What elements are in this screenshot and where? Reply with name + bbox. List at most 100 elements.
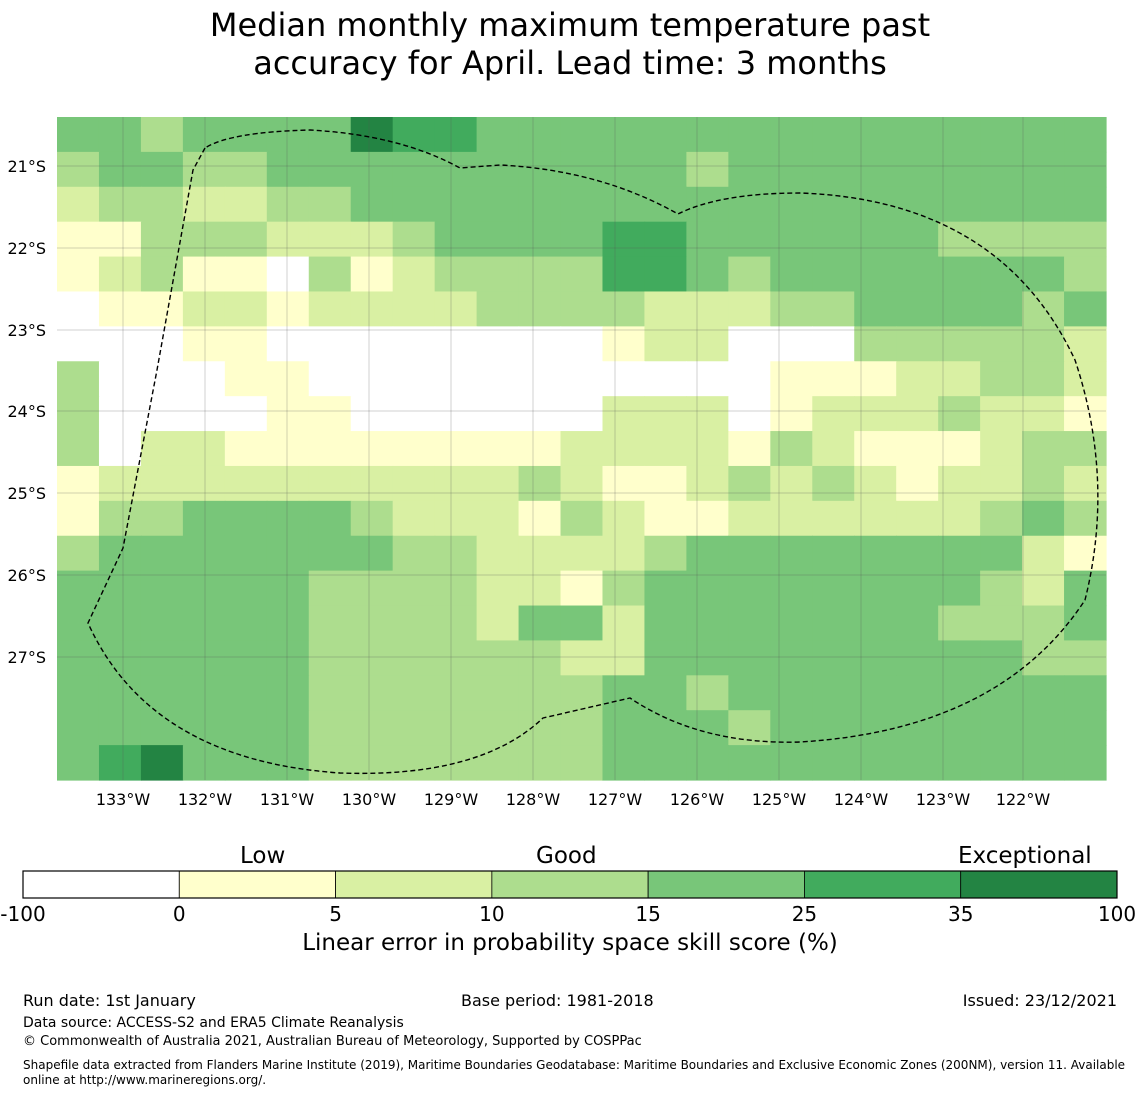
grid-cell: [644, 186, 687, 223]
grid-cell: [140, 431, 184, 467]
grid-cell: [770, 186, 813, 223]
grid-cell: [57, 361, 100, 397]
grid-cell: [98, 221, 142, 258]
grid-cell: [770, 605, 813, 642]
eez-boundary: [87, 129, 1099, 775]
grid-cell: [770, 291, 813, 327]
grid-cell: [980, 361, 1023, 397]
grid-cell: [434, 570, 478, 607]
grid-cell: [224, 535, 268, 572]
grid-cell: [140, 256, 184, 293]
grid-cell: [476, 256, 520, 293]
grid-cell: [896, 326, 939, 362]
longitude-label: 122°W: [996, 790, 1051, 809]
grid-cell: [686, 535, 729, 572]
grid-cell: [560, 256, 604, 293]
colorbar-segment: [960, 870, 1118, 899]
grid-cell: [98, 151, 142, 188]
grid-cell: [938, 186, 981, 223]
grid-cell: [266, 361, 310, 397]
grid-cell: [560, 221, 604, 258]
grid-cell: [602, 465, 646, 502]
grid-cell: [560, 361, 604, 397]
grid-cell: [602, 396, 646, 432]
longitude-label: 126°W: [670, 790, 725, 809]
grid-cell: [350, 535, 394, 572]
grid-cell: [224, 361, 268, 397]
grid-cell: [57, 710, 100, 746]
grid-cell: [686, 640, 729, 676]
grid-cell: [392, 605, 436, 642]
grid-cell: [938, 361, 981, 397]
grid-cell: [57, 396, 100, 432]
grid-cell: [980, 431, 1023, 467]
grid-cell: [182, 326, 226, 362]
grid-cell: [1064, 465, 1107, 502]
grid-cell: [266, 326, 310, 362]
colorbar-outline: [22, 870, 1118, 899]
grid-cell: [560, 431, 604, 467]
grid-cell: [57, 500, 100, 537]
grid-cell: [602, 745, 646, 781]
grid-cell: [476, 605, 520, 642]
grid-cell: [518, 396, 562, 432]
grid-cell: [896, 710, 939, 746]
grid-cell: [686, 291, 729, 327]
grid-cell: [476, 151, 520, 188]
grid-cell: [560, 396, 604, 432]
grid-cell: [434, 431, 478, 467]
grid-cell: [1064, 361, 1107, 397]
grid-cell: [350, 361, 394, 397]
grid-cell: [476, 640, 520, 676]
grid-cell: [392, 640, 436, 676]
grid-cell: [518, 291, 562, 327]
grid-cell: [392, 535, 436, 572]
grid-cell: [644, 151, 687, 188]
latitude-label: 26°S: [7, 566, 46, 585]
title-line-2: accuracy for April. Lead time: 3 months: [253, 44, 887, 82]
grid-cell: [980, 570, 1023, 607]
grid-cell: [308, 326, 352, 362]
grid-cell: [392, 291, 436, 327]
grid-cell: [770, 745, 813, 781]
grid-cell: [1022, 640, 1065, 676]
grid-cell: [602, 186, 646, 223]
grid-cell: [644, 117, 687, 153]
grid-cell: [140, 745, 184, 781]
grid-cell: [57, 465, 100, 502]
grid-cell: [224, 291, 268, 327]
grid-cell: [140, 396, 184, 432]
grid-cell: [938, 710, 981, 746]
grid-cell: [476, 675, 520, 711]
grid-cell: [476, 221, 520, 258]
grid-cell: [728, 570, 771, 607]
grid-cell: [308, 291, 352, 327]
grid-cell: [1022, 326, 1065, 362]
grid-cell: [518, 117, 562, 153]
grid-cell: [182, 431, 226, 467]
grid-cell: [980, 500, 1023, 537]
grid-cell: [98, 500, 142, 537]
grid-cell: [476, 117, 520, 153]
grid-cell: [266, 535, 310, 572]
shapefile-credit-line-1: Shapefile data extracted from Flanders M…: [23, 1058, 1126, 1072]
grid-cell: [602, 605, 646, 642]
grid-cell: [98, 605, 142, 642]
grid-cell: [560, 675, 604, 711]
grid-cell: [57, 151, 100, 188]
grid-cell: [644, 291, 687, 327]
grid-cell: [1064, 186, 1107, 223]
grid-cell: [980, 221, 1023, 258]
grid-cell: [434, 186, 478, 223]
grid-cell: [644, 221, 687, 258]
grid-cell: [770, 570, 813, 607]
colorbar-tick-label: -100: [0, 902, 45, 926]
grid-cell: [560, 570, 604, 607]
grid-cell: [980, 291, 1023, 327]
grid-cell: [350, 570, 394, 607]
grid-cell: [728, 431, 771, 467]
grid-cell: [518, 570, 562, 607]
grid-cell: [392, 117, 436, 153]
longitude-label: 133°W: [96, 790, 151, 809]
